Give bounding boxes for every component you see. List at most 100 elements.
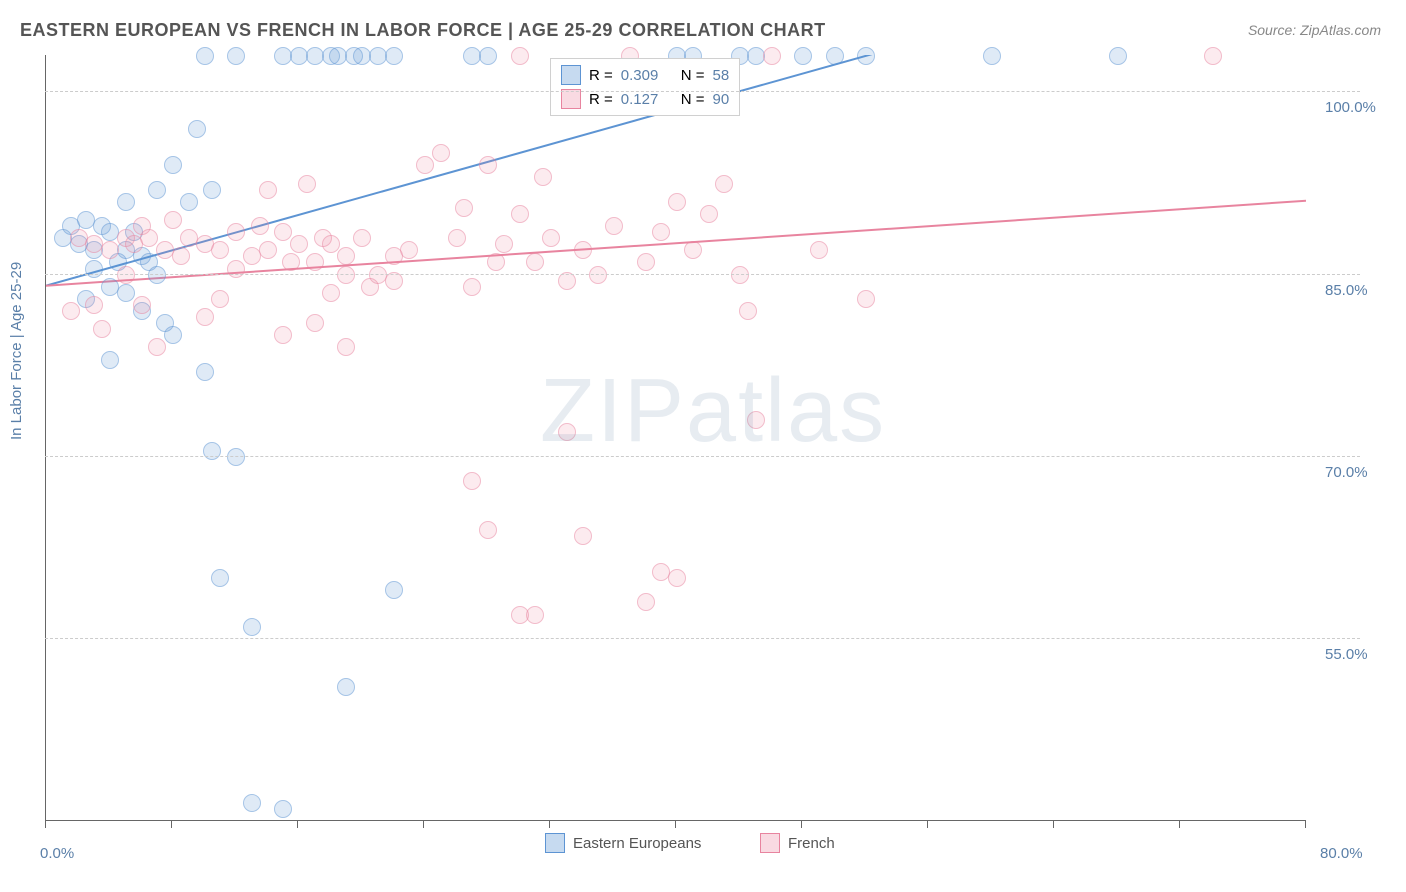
data-point <box>274 223 292 241</box>
data-point <box>227 260 245 278</box>
x-tick <box>927 820 928 828</box>
x-tick-label: 80.0% <box>1320 845 1363 862</box>
data-point <box>526 606 544 624</box>
data-point <box>652 223 670 241</box>
data-point <box>164 326 182 344</box>
data-point <box>196 363 214 381</box>
source-attribution: Source: ZipAtlas.com <box>1248 22 1381 38</box>
data-point <box>211 290 229 308</box>
data-point <box>857 290 875 308</box>
data-point <box>203 181 221 199</box>
legend-row: R =0.309N =58 <box>561 63 729 87</box>
data-point <box>290 235 308 253</box>
legend-swatch <box>561 65 581 85</box>
legend-n-value: 58 <box>713 67 730 84</box>
data-point <box>274 800 292 818</box>
data-point <box>684 241 702 259</box>
data-point <box>140 229 158 247</box>
data-point <box>337 266 355 284</box>
data-point <box>432 144 450 162</box>
data-point <box>62 302 80 320</box>
data-point <box>448 229 466 247</box>
data-point <box>180 193 198 211</box>
correlation-legend: R =0.309N =58R =0.127N =90 <box>550 58 740 116</box>
data-point <box>337 247 355 265</box>
data-point <box>794 47 812 65</box>
data-point <box>605 217 623 235</box>
data-point <box>534 168 552 186</box>
data-point <box>227 448 245 466</box>
data-point <box>739 302 757 320</box>
data-point <box>203 442 221 460</box>
plot-area <box>45 55 1306 821</box>
data-point <box>133 296 151 314</box>
data-point <box>479 156 497 174</box>
data-point <box>1109 47 1127 65</box>
gridline <box>45 456 1360 457</box>
data-point <box>188 120 206 138</box>
data-point <box>558 423 576 441</box>
x-tick <box>675 820 676 828</box>
data-point <box>211 569 229 587</box>
data-point <box>400 241 418 259</box>
data-point <box>487 253 505 271</box>
x-tick-label: 0.0% <box>40 845 74 862</box>
data-point <box>479 521 497 539</box>
y-axis-label: In Labor Force | Age 25-29 <box>8 262 25 440</box>
data-point <box>637 253 655 271</box>
x-tick <box>423 820 424 828</box>
y-tick-label: 100.0% <box>1325 99 1376 116</box>
data-point <box>259 181 277 199</box>
x-tick <box>1305 820 1306 828</box>
legend-n-value: 90 <box>713 91 730 108</box>
gridline <box>45 638 1360 639</box>
x-tick <box>297 820 298 828</box>
data-point <box>574 241 592 259</box>
data-point <box>148 338 166 356</box>
data-point <box>337 678 355 696</box>
data-point <box>385 47 403 65</box>
data-point <box>211 241 229 259</box>
data-point <box>668 193 686 211</box>
y-tick-label: 55.0% <box>1325 646 1368 663</box>
x-tick <box>549 820 550 828</box>
data-point <box>589 266 607 284</box>
data-point <box>251 217 269 235</box>
data-point <box>526 253 544 271</box>
data-point <box>455 199 473 217</box>
data-point <box>416 156 434 174</box>
data-point <box>668 569 686 587</box>
data-point <box>196 308 214 326</box>
data-point <box>196 47 214 65</box>
data-point <box>85 296 103 314</box>
data-point <box>574 527 592 545</box>
data-point <box>747 411 765 429</box>
data-point <box>857 47 875 65</box>
data-point <box>259 241 277 259</box>
data-point <box>826 47 844 65</box>
data-point <box>172 247 190 265</box>
data-point <box>715 175 733 193</box>
data-point <box>511 205 529 223</box>
legend-r-value: 0.127 <box>621 91 673 108</box>
data-point <box>227 47 245 65</box>
data-point <box>322 235 340 253</box>
data-point <box>385 581 403 599</box>
x-tick <box>171 820 172 828</box>
data-point <box>117 266 135 284</box>
data-point <box>243 618 261 636</box>
data-point <box>282 253 300 271</box>
data-point <box>164 211 182 229</box>
data-point <box>148 266 166 284</box>
y-tick-label: 85.0% <box>1325 282 1368 299</box>
legend-r-label: R = <box>589 67 613 84</box>
trend-lines <box>46 55 1306 820</box>
data-point <box>1204 47 1222 65</box>
source-name: ZipAtlas.com <box>1300 22 1381 38</box>
data-point <box>463 278 481 296</box>
data-point <box>763 47 781 65</box>
data-point <box>164 156 182 174</box>
data-point <box>337 338 355 356</box>
legend-swatch <box>760 833 780 853</box>
series-legend-label: Eastern Europeans <box>573 835 701 852</box>
